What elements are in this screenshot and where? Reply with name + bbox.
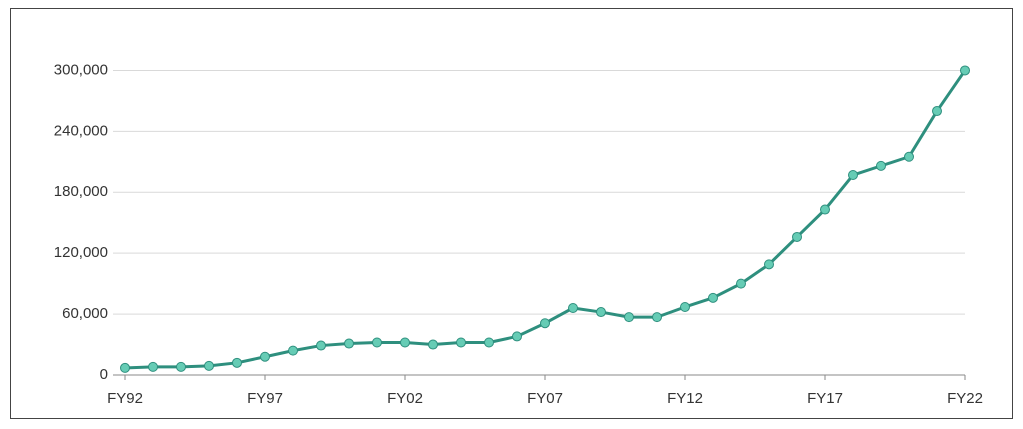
- data-point: [120, 362, 130, 373]
- data-point: [652, 312, 662, 323]
- data-point: [540, 318, 550, 329]
- data-point: [904, 151, 914, 162]
- data-point: [400, 337, 410, 348]
- data-point: [288, 345, 298, 356]
- data-point: [708, 292, 718, 303]
- data-point: [848, 170, 858, 181]
- data-point: [204, 360, 214, 371]
- data-point: [736, 278, 746, 289]
- data-point: [372, 337, 382, 348]
- data-point: [148, 361, 158, 372]
- data-point: [176, 361, 186, 372]
- x-tick-label: FY17: [807, 390, 843, 407]
- data-point: [260, 351, 270, 362]
- x-tick-label: FY12: [667, 390, 703, 407]
- data-point: [344, 338, 354, 349]
- y-tick-label: 300,000: [54, 61, 108, 78]
- x-tick-label: FY97: [247, 390, 283, 407]
- data-point: [428, 339, 438, 350]
- data-point: [316, 340, 326, 351]
- data-point: [456, 337, 466, 348]
- data-point: [680, 301, 690, 312]
- y-tick-label: 0: [100, 366, 108, 383]
- data-point: [764, 259, 774, 270]
- data-point: [624, 312, 634, 323]
- y-tick-label: 60,000: [62, 305, 108, 322]
- data-point: [512, 331, 522, 342]
- chart-border: [10, 8, 1013, 419]
- y-tick-label: 180,000: [54, 183, 108, 200]
- data-point: [960, 65, 970, 76]
- x-tick-label: FY92: [107, 390, 143, 407]
- y-tick-label: 240,000: [54, 122, 108, 139]
- data-point: [232, 357, 242, 368]
- x-tick-label: FY22: [947, 390, 983, 407]
- data-point: [820, 204, 830, 215]
- data-point: [792, 231, 802, 242]
- x-tick-label: FY02: [387, 390, 423, 407]
- data-point: [876, 160, 886, 171]
- data-point: [568, 303, 578, 313]
- data-point: [484, 337, 494, 348]
- x-tick-label: FY07: [527, 390, 563, 407]
- data-point: [932, 106, 942, 117]
- data-point: [596, 307, 606, 318]
- y-tick-label: 120,000: [54, 244, 108, 261]
